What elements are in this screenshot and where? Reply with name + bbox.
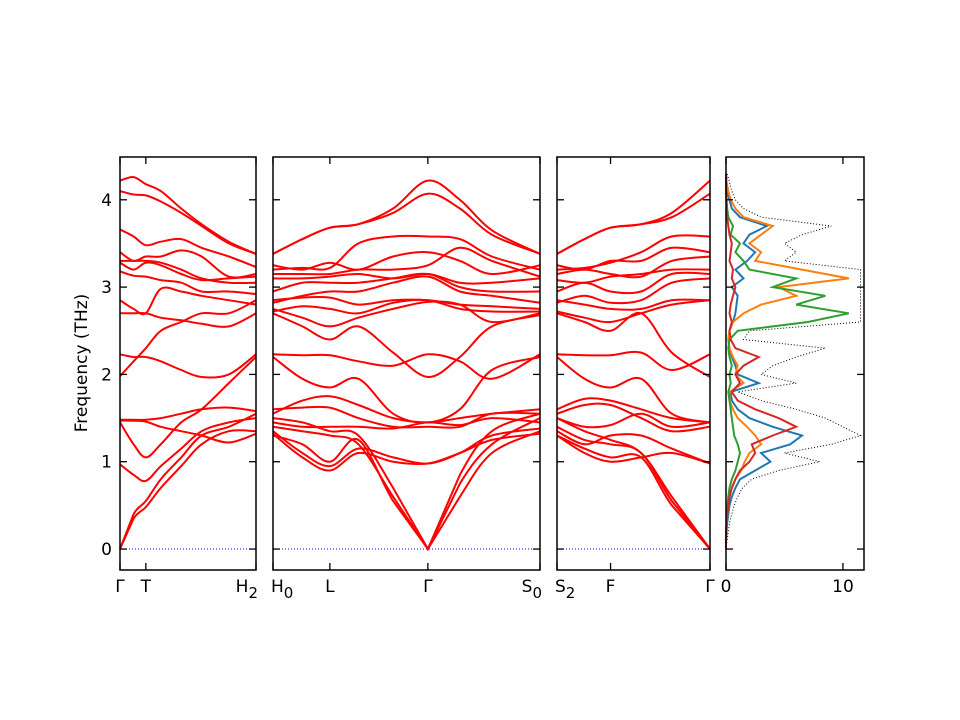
phonon-band-line: [119, 176, 257, 255]
y-tick-label: 1: [101, 453, 112, 473]
phonon-band-line: [272, 356, 541, 424]
high-symmetry-point-label: S: [555, 577, 566, 597]
phonon-band-line: [272, 412, 541, 552]
phonon-band-line: [272, 251, 541, 276]
high-symmetry-point-label: L: [325, 577, 335, 597]
phonon-band-line: [119, 270, 257, 296]
phonon-band-line: [272, 298, 541, 315]
x-tick-label: Γ: [115, 577, 125, 597]
high-symmetry-point-label: F: [606, 577, 616, 597]
phonon-band-line: [556, 397, 711, 424]
phonon-band-line: [556, 430, 711, 465]
phonon-band-line: [556, 402, 711, 433]
projected-dos-line: [725, 173, 799, 549]
phonon-band-line: [556, 234, 711, 271]
phonon-band-line: [556, 412, 711, 429]
x-tick-label: H0: [271, 577, 293, 602]
x-tick-label: T: [140, 577, 152, 597]
dos-x-tick-label: 0: [721, 577, 732, 597]
phonon-band-line: [556, 434, 711, 550]
phonon-band-line: [119, 299, 257, 377]
x-tick-label: H2: [236, 577, 258, 602]
y-tick-label: 3: [101, 278, 112, 298]
phonon-band-line: [556, 299, 711, 324]
phonon-band-line: [119, 429, 257, 550]
dos-x-tick-label: 10: [832, 577, 854, 597]
x-tick-label: S2: [555, 577, 575, 602]
dos-panel-frame: [725, 156, 865, 571]
high-symmetry-point-label: H: [271, 577, 284, 597]
phonon-band-line: [272, 417, 541, 430]
phonon-band-line: [556, 434, 711, 465]
projected-dos-line: [725, 173, 805, 549]
phonon-band-line: [272, 395, 541, 424]
x-tick-label: Γ: [423, 577, 433, 597]
phonon-band-line: [272, 295, 541, 310]
panel-frame: [119, 156, 257, 571]
phonon-band-line: [272, 312, 541, 378]
phonon-band-line: [272, 300, 541, 328]
phonon-band-line: [556, 298, 711, 311]
projected-dos-line: [725, 173, 849, 549]
phonon-band-line: [556, 425, 711, 550]
x-tick-label: L: [325, 577, 335, 597]
high-symmetry-point-subscript: 0: [532, 584, 542, 602]
phonon-band-line: [556, 271, 711, 295]
phonon-band-line: [119, 190, 257, 255]
high-symmetry-point-label: Γ: [705, 577, 715, 597]
high-symmetry-point-label: S: [522, 577, 533, 597]
phonon-band-line: [119, 286, 257, 316]
high-symmetry-point-subscript: 2: [248, 584, 258, 602]
phonon-band-line: [556, 255, 711, 279]
dos-panel: [725, 156, 865, 571]
high-symmetry-point-label: Γ: [423, 577, 433, 597]
phonon-band-line: [119, 353, 257, 379]
phonon-band-line: [556, 311, 711, 378]
phonon-band-line: [119, 228, 257, 268]
y-axis-label: Frequency (THz): [72, 294, 92, 433]
phonon-band-line: [272, 272, 541, 293]
phonon-band-line: [119, 412, 257, 550]
phonon-band-line: [556, 356, 711, 424]
phonon-band-line: [272, 430, 541, 551]
x-tick-label: S0: [522, 577, 542, 602]
phonon-band-line: [556, 350, 711, 372]
phonon-band-line: [119, 261, 257, 282]
phonon-band-line: [556, 179, 711, 255]
phonon-band-line: [556, 277, 711, 305]
total-dos-line: [725, 173, 862, 550]
y-tick-label: 4: [101, 191, 112, 211]
phonon-band-line: [119, 356, 257, 459]
band-panel-2: [272, 156, 541, 571]
panel-frame: [556, 156, 711, 571]
phonon-band-line: [119, 419, 257, 444]
high-symmetry-point-label: T: [140, 577, 152, 597]
phonon-band-line: [272, 246, 541, 278]
phonon-band-line: [120, 311, 257, 328]
y-tick-label: 2: [101, 365, 112, 385]
panel-frame: [272, 156, 541, 571]
high-symmetry-point-label: H: [236, 577, 249, 597]
projected-dos-line: [725, 173, 850, 549]
phonon-band-line: [272, 432, 541, 472]
phonon-band-line: [272, 417, 541, 552]
x-tick-label: F: [606, 577, 616, 597]
phonon-band-line: [272, 405, 541, 429]
high-symmetry-point-subscript: 0: [284, 584, 294, 602]
phonon-band-line: [119, 417, 257, 483]
phonon-band-line: [272, 179, 541, 255]
x-tick-label: Γ: [705, 577, 715, 597]
phonon-band-line: [556, 192, 711, 255]
y-tick-label: 0: [101, 540, 112, 560]
phonon-band-line: [119, 259, 257, 285]
band-panel-1: [119, 156, 257, 571]
band-panel-3: [556, 156, 711, 571]
high-symmetry-point-subscript: 2: [566, 584, 576, 602]
phonon-band-line: [272, 192, 541, 255]
phonon-band-line: [272, 275, 541, 304]
high-symmetry-point-label: Γ: [115, 577, 125, 597]
phonon-band-line: [272, 353, 541, 380]
